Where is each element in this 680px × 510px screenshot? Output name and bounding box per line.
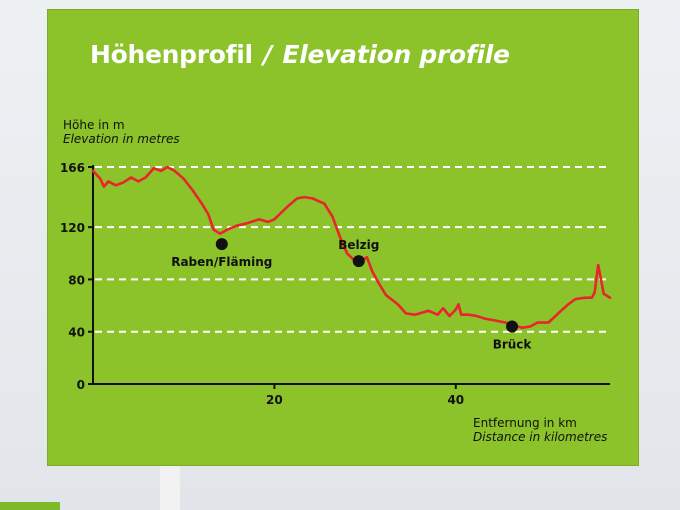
elevation-sign-panel xyxy=(47,9,639,466)
town-marker-0 xyxy=(215,238,228,251)
title-separator: / xyxy=(263,40,273,69)
x-axis-label: Entfernung in km Distance in kilometres xyxy=(473,416,607,444)
y-axis-label-german: Höhe in m xyxy=(63,118,125,132)
grass-strip xyxy=(0,502,60,510)
x-axis-label-english: Distance in kilometres xyxy=(473,430,608,444)
x-tick-label-20: 20 xyxy=(266,393,283,407)
title-german: Höhenprofil xyxy=(90,40,253,69)
town-marker-1 xyxy=(352,255,365,268)
y-tick-label-166: 166 xyxy=(60,161,85,175)
y-tick-label-80: 80 xyxy=(68,273,85,287)
y-axis-label-english: Elevation in metres xyxy=(63,132,180,146)
y-tick-label-120: 120 xyxy=(60,221,85,235)
chart-title: Höhenprofil / Elevation profile xyxy=(90,40,510,69)
title-english: Elevation profile xyxy=(282,40,510,69)
y-tick-label-0: 0 xyxy=(77,378,85,392)
x-tick-label-40: 40 xyxy=(447,393,464,407)
x-axis-label-german: Entfernung in km xyxy=(473,416,577,430)
town-label-0: Raben/Fläming xyxy=(171,255,272,269)
town-marker-2 xyxy=(506,320,519,333)
town-label-1: Belzig xyxy=(338,238,379,252)
town-label-2: Brück xyxy=(493,337,533,351)
y-tick-label-40: 40 xyxy=(68,326,85,340)
y-axis-label: Höhe in m Elevation in metres xyxy=(63,118,180,146)
sign-post xyxy=(160,466,180,510)
